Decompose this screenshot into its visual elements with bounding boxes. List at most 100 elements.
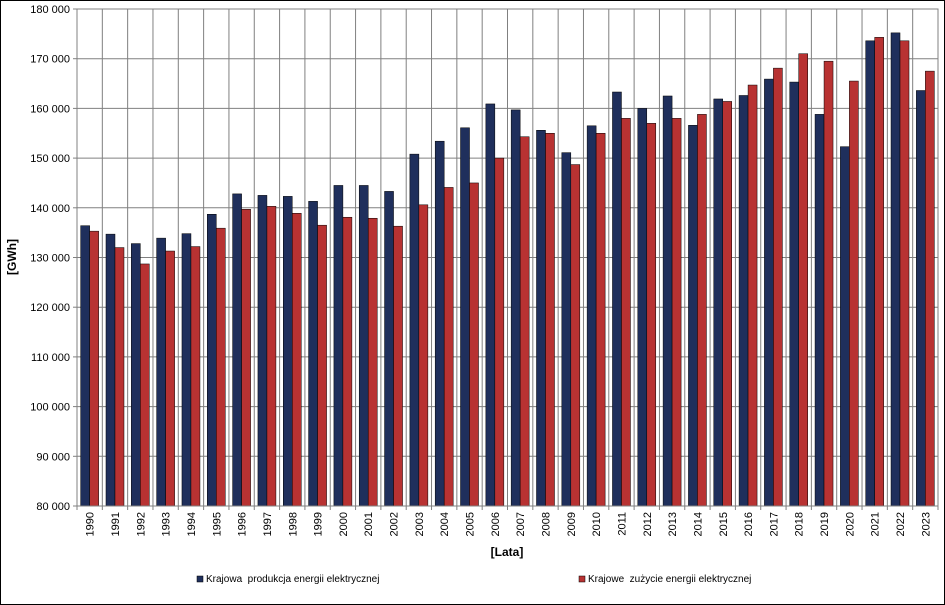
bar-production (764, 78, 774, 507)
bar-consumption (494, 157, 505, 507)
bar-production (434, 140, 445, 507)
x-tick-label: 2001 (363, 512, 375, 536)
bar-consumption (899, 40, 910, 507)
bar-production (814, 114, 825, 507)
y-tick-label: 100 000 (30, 402, 70, 414)
x-tick-label: 1992 (135, 512, 147, 536)
x-tick-label: 2013 (667, 512, 679, 536)
bar-production (688, 125, 698, 507)
bar-production (662, 95, 673, 507)
bar-production (308, 201, 318, 507)
bar-production (536, 130, 546, 507)
legend-swatch-production (196, 575, 204, 583)
x-tick-label: 2000 (338, 512, 350, 536)
bar-consumption (823, 60, 834, 507)
x-tick-label: 2011 (616, 512, 628, 536)
bar-production (131, 243, 141, 507)
bar-production (283, 196, 293, 507)
bar-consumption (418, 204, 429, 507)
y-axis-title: [GWh] (5, 239, 19, 275)
y-tick-label: 140 000 (30, 203, 70, 215)
x-tick-label: 2007 (515, 512, 527, 536)
bar-consumption (266, 206, 277, 507)
bar-consumption (317, 224, 327, 507)
x-axis-title: [Lata] (491, 545, 524, 559)
x-tick-label: 2009 (566, 512, 578, 536)
x-tick-label: 1998 (287, 512, 299, 536)
bar-consumption (469, 182, 479, 507)
bars (80, 32, 935, 507)
x-tick-label: 1991 (110, 512, 122, 536)
bar-production (789, 81, 799, 507)
x-tick-label: 2022 (895, 512, 907, 536)
bar-production (713, 98, 723, 507)
y-axis-ticks: 80 000 90 000 100 000 110 000 120 000 130 000… (30, 4, 77, 513)
x-tick-label: 2010 (591, 512, 603, 536)
x-tick-label: 1990 (85, 512, 97, 536)
bar-production (181, 233, 192, 507)
bar-production (586, 125, 597, 507)
bar-production (384, 191, 394, 507)
x-tick-label: 2006 (490, 512, 502, 536)
x-tick-label: 2005 (465, 512, 477, 536)
legend-label-consumption: Krajowe zużycie energii elektrycznej (588, 574, 751, 585)
bar-production (460, 127, 470, 507)
x-tick-label: 2023 (920, 512, 932, 536)
x-tick-label: 2017 (768, 512, 780, 536)
bar-production (916, 90, 926, 507)
bar-production (890, 32, 901, 507)
bar-consumption (798, 53, 808, 507)
legend-swatch-consumption (578, 575, 586, 583)
x-tick-label: 1996 (237, 512, 249, 536)
bar-consumption (89, 230, 99, 507)
bar-consumption (646, 123, 657, 507)
x-tick-label: 1994 (186, 512, 198, 536)
bar-consumption (773, 67, 783, 507)
bar-production (333, 185, 344, 507)
bar-consumption (697, 114, 707, 507)
bar-production (865, 40, 875, 507)
y-tick-label: 170 000 (30, 54, 70, 66)
bar-consumption (671, 118, 682, 507)
x-tick-label: 2004 (439, 512, 451, 536)
bar-production (510, 109, 521, 507)
x-tick-label: 1993 (161, 512, 173, 536)
x-tick-label: 2002 (389, 512, 401, 536)
bar-consumption (595, 133, 606, 507)
y-tick-label: 150 000 (30, 153, 70, 165)
x-tick-label: 2019 (819, 512, 831, 536)
bar-consumption (292, 213, 302, 507)
bar-production (840, 146, 850, 507)
x-tick-label: 2012 (642, 512, 654, 536)
bar-production (257, 195, 268, 507)
bar-consumption (874, 37, 884, 507)
bar-production (80, 225, 90, 507)
bar-consumption (925, 70, 935, 507)
bar-production (105, 233, 116, 507)
bar-consumption (722, 101, 732, 507)
bar-production (612, 91, 622, 507)
x-tick-label: 2003 (414, 512, 426, 536)
bar-consumption (216, 227, 226, 507)
bar-consumption (190, 246, 201, 507)
bar-consumption (342, 216, 353, 507)
bar-production (207, 214, 217, 507)
y-tick-label: 110 000 (31, 352, 70, 364)
x-tick-label: 2008 (540, 512, 552, 536)
bar-production (232, 193, 242, 507)
y-tick-label: 130 000 (30, 253, 70, 265)
x-tick-label: 2018 (794, 512, 806, 536)
bar-consumption (621, 118, 631, 507)
bar-consumption (570, 164, 581, 507)
x-tick-label: 2020 (844, 512, 856, 536)
y-tick-label: 180 000 (30, 4, 70, 16)
bar-production (156, 237, 166, 507)
x-tick-label: 2016 (743, 512, 755, 536)
y-tick-label: 80 000 (36, 501, 70, 513)
x-tick-label: 2015 (718, 512, 730, 536)
bar-consumption (519, 136, 530, 507)
bar-consumption (393, 225, 403, 507)
bar-consumption (747, 84, 758, 507)
